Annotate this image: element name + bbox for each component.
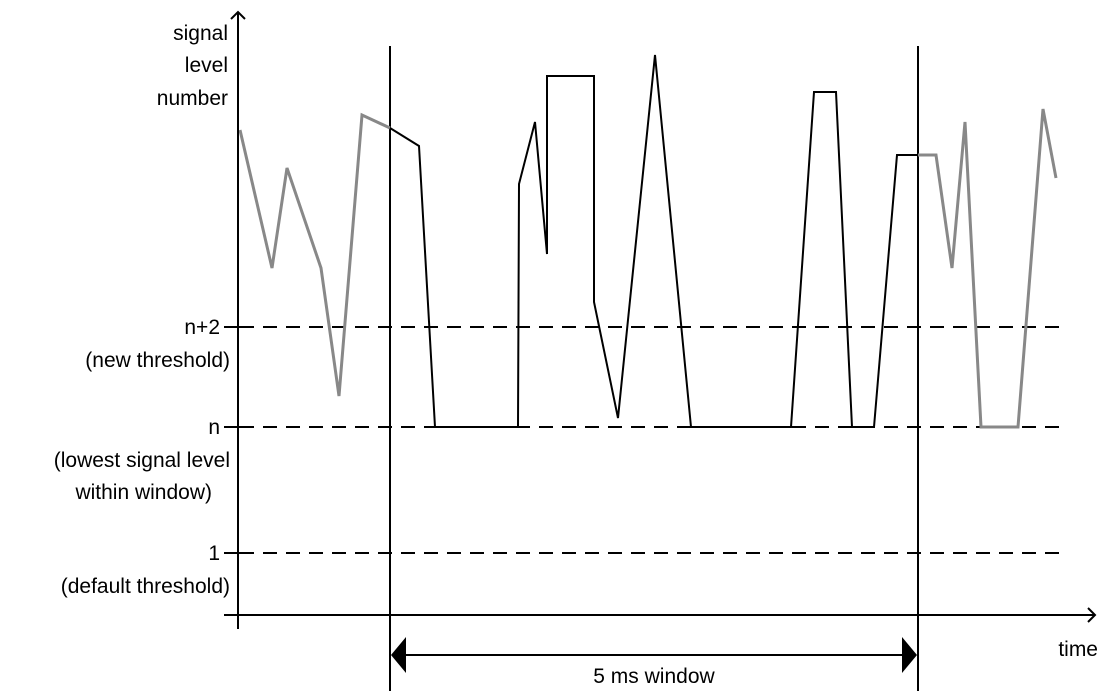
signal-trace-inside-window [389, 54, 918, 428]
level-tick-n-plus-2: n+2 [184, 316, 220, 339]
y-axis-label-line-1: signal [173, 22, 228, 45]
y-axis-label-line-2: level [185, 54, 228, 77]
window-arrowhead-right [902, 637, 917, 673]
level-caption-1: (default threshold) [61, 575, 230, 598]
level-caption-n-line-1: (lowest signal level [54, 449, 230, 472]
window-span-arrow [391, 637, 917, 673]
y-axis-label-line-3: number [157, 87, 228, 110]
level-tick-1: 1 [208, 542, 220, 565]
level-caption-n-plus-2: (new threshold) [85, 349, 230, 372]
window-label: 5 ms window [593, 665, 715, 688]
level-tick-n: n [208, 416, 220, 439]
window-arrowhead-left [391, 637, 406, 673]
signal-trace-before-window [238, 112, 391, 397]
axes [224, 10, 1097, 629]
signal-trace-after-window [918, 108, 1058, 429]
x-axis-label: time [1058, 638, 1098, 661]
level-caption-n-line-2: within window) [74, 481, 212, 504]
threshold-lines [240, 326, 1068, 554]
